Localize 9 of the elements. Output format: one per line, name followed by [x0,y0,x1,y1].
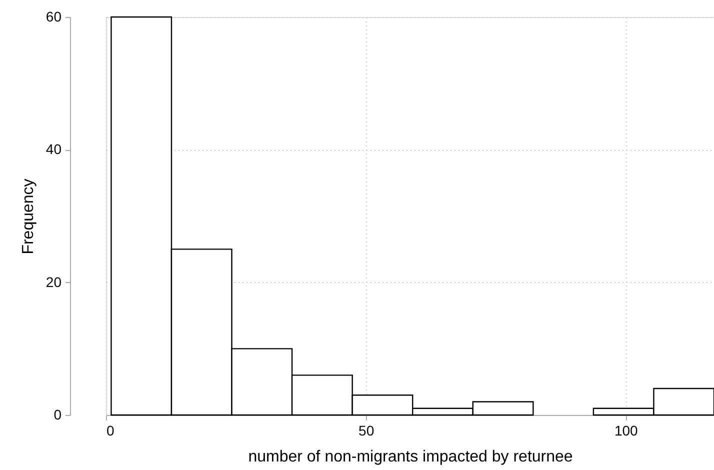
y-tick-label: 0 [54,406,62,422]
x-tick-label: 0 [106,422,114,438]
y-tick-label: 20 [46,274,62,290]
y-tick-label: 60 [46,8,62,24]
x-tick-label: 50 [358,422,374,438]
y-tick-label: 40 [46,141,62,158]
x-tick-label: 100 [614,422,638,438]
y-axis-title: Frequency [20,178,37,254]
x-axis-title: number of non-migrants impacted by returnee [248,448,573,466]
